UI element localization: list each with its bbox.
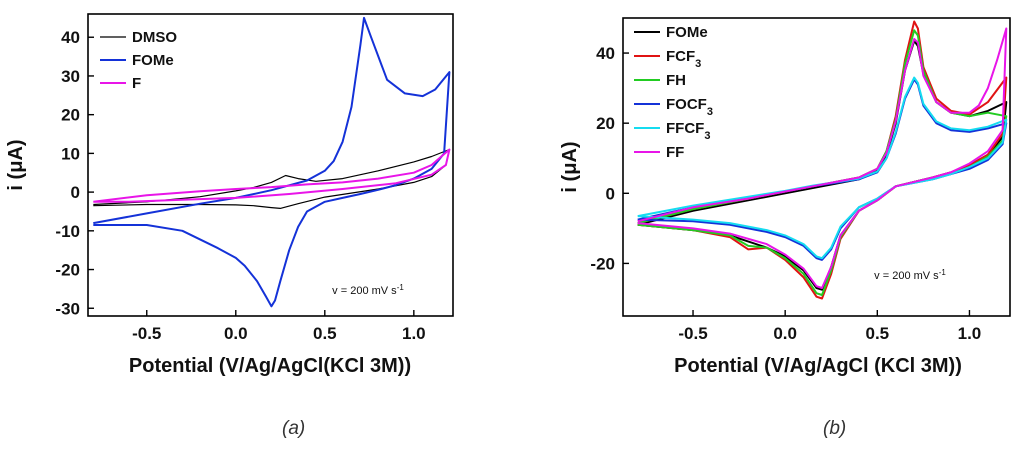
series-line-dmso xyxy=(93,148,450,209)
legend-label: FF xyxy=(666,144,684,161)
y-tick-label: 0 xyxy=(606,184,615,203)
y-tick-label: 0 xyxy=(71,183,80,202)
series-line-f xyxy=(93,148,451,203)
y-axis-title: i (μA) xyxy=(559,141,581,192)
y-tick-label: -30 xyxy=(55,299,80,318)
y-tick-label: 20 xyxy=(61,106,80,125)
legend-label: FOMe xyxy=(132,52,174,69)
scan-rate-annotation: v = 200 mV s-1 xyxy=(874,268,946,283)
series-line-fh xyxy=(637,29,1008,296)
legend-label: FFCF3 xyxy=(666,120,710,142)
x-tick-label: 1.0 xyxy=(402,324,426,343)
legend-label: FH xyxy=(666,72,686,89)
x-axis-title: Potential (V/Ag/AgCl (KCl 3M)) xyxy=(674,355,962,377)
x-axis-title: Potential (V/Ag/AgCl(KCl 3M)) xyxy=(129,355,411,377)
y-tick-label: -10 xyxy=(55,222,80,241)
x-tick-label: 1.0 xyxy=(958,324,982,343)
x-tick-label: 0.5 xyxy=(865,324,889,343)
legend-label: FCF3 xyxy=(666,48,701,70)
series-line-fome xyxy=(637,39,1008,291)
legend-label: F xyxy=(132,75,141,92)
chart-panel-b: -0.5 0.0 0.5 1.0 -20 0 20 40 Potential (V/Ag/AgC… xyxy=(559,17,1011,377)
x-tick-label: 0.0 xyxy=(224,324,248,343)
y-tick-label: 10 xyxy=(61,144,80,163)
series-line-ffcf xyxy=(637,76,1008,260)
x-tick-label: -0.5 xyxy=(678,324,707,343)
x-tick-label: 0.0 xyxy=(773,324,797,343)
y-tick-label: 40 xyxy=(61,28,80,47)
y-tick-label: -20 xyxy=(55,261,80,280)
y-tick-label: 30 xyxy=(61,67,80,86)
legend-label: FOMe xyxy=(666,24,708,41)
x-tick-label: -0.5 xyxy=(132,324,161,343)
series-line-fome xyxy=(93,16,451,308)
y-tick-label: 20 xyxy=(596,114,615,133)
y-tick-label: 40 xyxy=(596,44,615,63)
plot-frame xyxy=(87,13,454,317)
panel-a-caption: (a) xyxy=(282,418,306,439)
chart-panel-a: -0.5 0.0 0.5 1.0 -30 -20 -10 0 10 20 30 40 Potential… xyxy=(5,13,454,377)
y-axis-title: i (μA) xyxy=(5,139,27,190)
series-line-ff xyxy=(637,27,1008,289)
legend-label: FOCF3 xyxy=(666,96,713,118)
y-tick-label: -20 xyxy=(590,254,615,273)
plot-frame xyxy=(622,17,1011,317)
x-tick-label: 0.5 xyxy=(313,324,337,343)
legend-label: DMSO xyxy=(132,29,177,46)
scan-rate-annotation: v = 200 mV s-1 xyxy=(332,283,404,298)
panel-b-caption: (b) xyxy=(823,418,847,439)
